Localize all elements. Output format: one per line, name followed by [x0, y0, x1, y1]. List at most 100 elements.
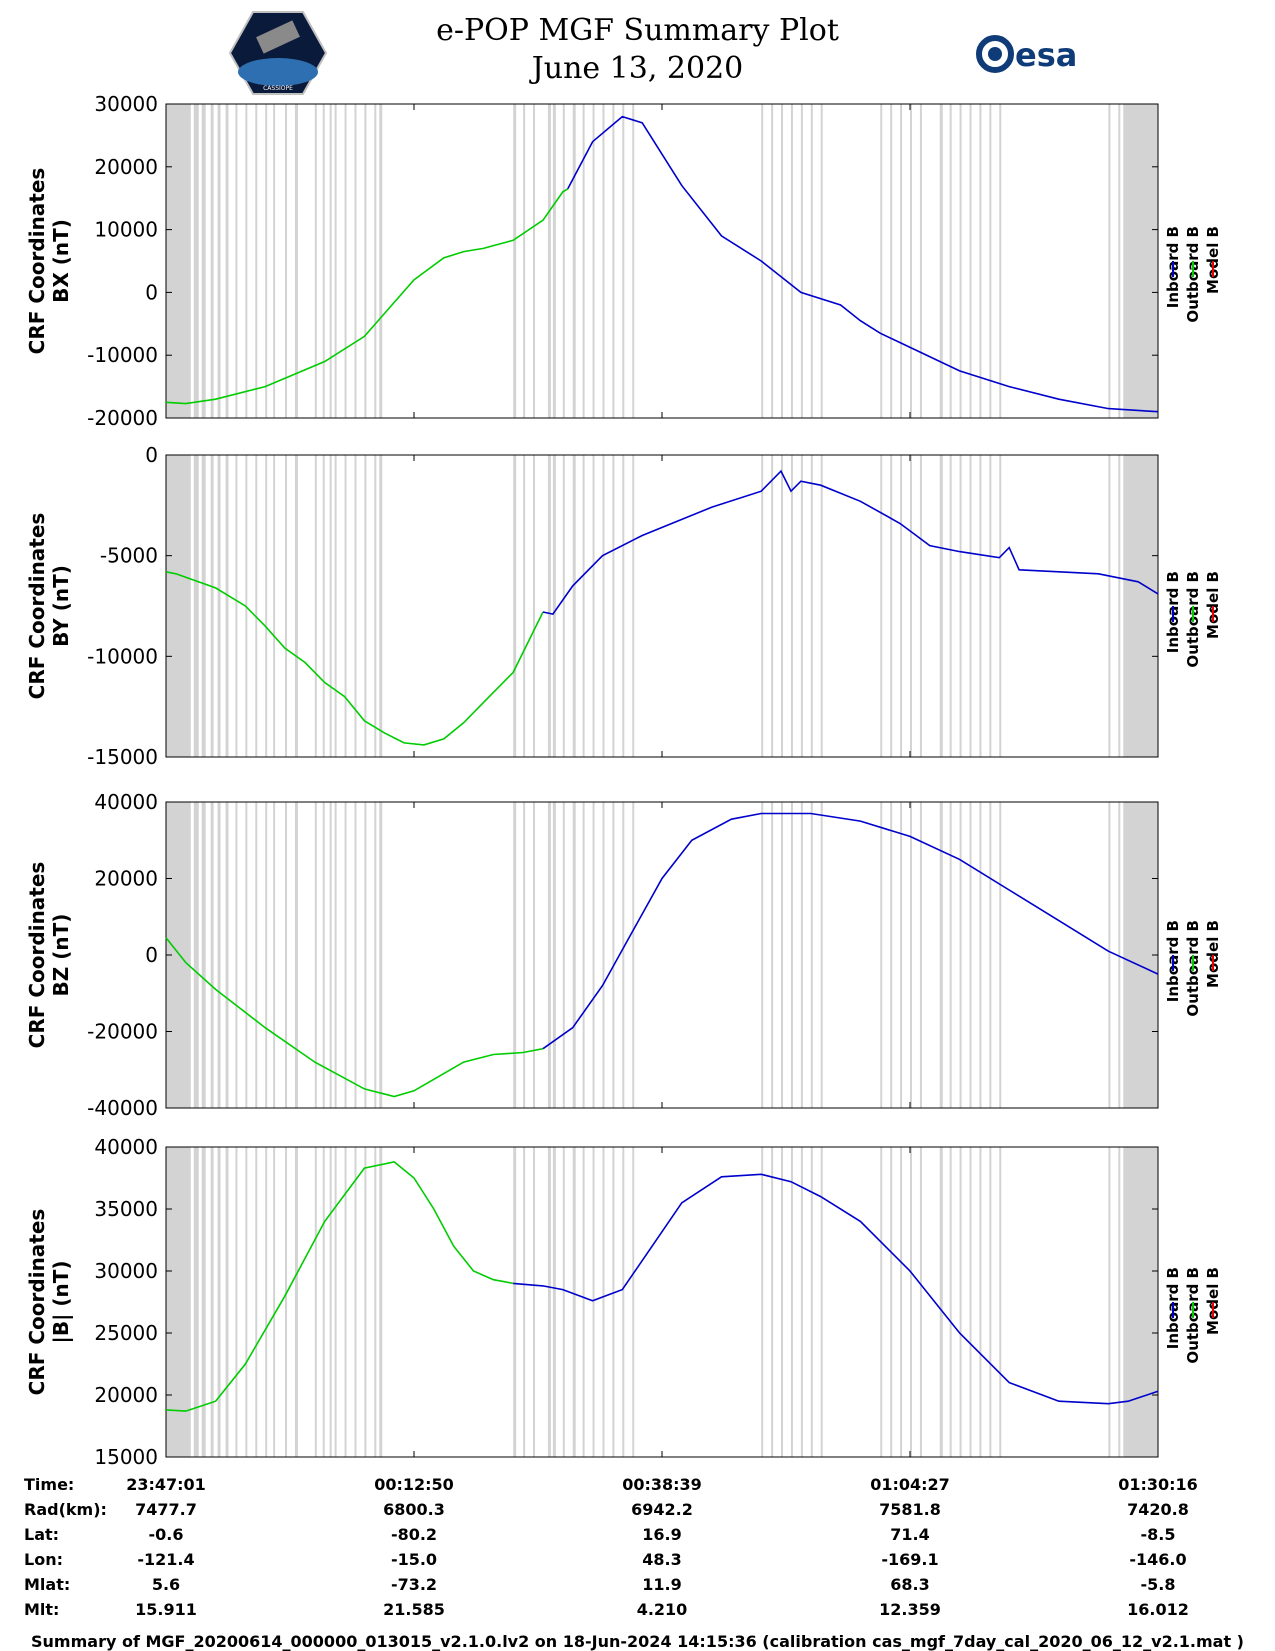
data-gap-band — [989, 802, 992, 1108]
data-gap-band — [547, 104, 551, 418]
data-gap-band — [582, 455, 585, 757]
data-gap-band — [245, 104, 248, 418]
data-gap-band — [612, 104, 615, 418]
data-gap-band — [910, 802, 912, 1108]
data-gap-band — [771, 802, 774, 1108]
data-gap-band — [999, 455, 1002, 757]
data-gap-band — [969, 455, 972, 757]
data-gap-band — [890, 802, 893, 1108]
data-gap-band — [273, 455, 276, 757]
data-gap-band — [255, 1147, 258, 1457]
data-gap-band — [265, 455, 268, 757]
data-gap-band — [294, 1147, 298, 1457]
data-gap-band — [166, 104, 191, 418]
y-tick-label: 30000 — [94, 1259, 158, 1283]
esa-logo: esa — [976, 35, 1077, 74]
data-gap-band — [285, 1147, 288, 1457]
table-cell: 15.911 — [135, 1600, 197, 1619]
data-gap-band — [612, 455, 615, 757]
data-gap-band — [602, 802, 605, 1108]
table-cell: 12.359 — [879, 1600, 941, 1619]
data-gap-band — [810, 455, 813, 757]
series-line-inboard-b — [567, 115, 1159, 413]
data-gap-band — [533, 104, 536, 418]
data-gap-band — [217, 104, 221, 418]
legend-label: Model B — [1204, 1267, 1222, 1335]
data-gap-band — [265, 104, 268, 418]
footer-caption: Summary of MGF_20200614_000000_013015_v2… — [31, 1632, 1244, 1651]
data-gap-band — [979, 1147, 982, 1457]
table-cell: 5.6 — [152, 1575, 180, 1594]
data-gap-band — [235, 455, 238, 757]
data-gap-band — [919, 1147, 922, 1457]
data-gap-band — [622, 1147, 625, 1457]
table-row-label: Time: — [24, 1475, 74, 1494]
legend: Inboard B Outboard B Model B — [1164, 1267, 1222, 1364]
data-gap-band — [1108, 1147, 1111, 1457]
data-gap-band — [329, 802, 332, 1108]
data-gap-band — [939, 104, 943, 418]
data-gap-band — [910, 455, 912, 757]
y-tick-label: 0 — [145, 280, 158, 304]
data-gap-band — [334, 104, 337, 418]
data-gap-band — [354, 1147, 357, 1457]
data-gap-band — [225, 1147, 229, 1457]
data-gap-band — [949, 455, 952, 757]
title-line-1: e-POP MGF Summary Plot — [436, 13, 839, 48]
data-gap-band — [900, 455, 903, 757]
y-tick-label: 20000 — [94, 155, 158, 179]
data-gap-band — [919, 455, 922, 757]
data-gap-band — [562, 455, 565, 757]
ephemeris-table: Time: 23:47:01 00:12:50 00:38:39 01:04:27 01:… — [24, 1475, 1198, 1619]
data-gap-band — [910, 104, 912, 418]
y-tick-label: -10000 — [87, 343, 158, 367]
title-line-2: June 13, 2020 — [531, 51, 744, 86]
data-gap-band — [379, 1147, 383, 1457]
series-line-inboard-b — [542, 812, 1159, 1050]
data-gap-band — [201, 455, 206, 757]
data-gap-band — [245, 1147, 248, 1457]
panel-bmag: 40000 35000 30000 25000 20000 15000 CRF Coordi… — [25, 1135, 1222, 1469]
y-axis-label: BY (nT) — [49, 565, 73, 647]
table-cell: -80.2 — [391, 1525, 437, 1544]
data-gap-band — [790, 455, 793, 757]
y-tick-label: 0 — [145, 443, 158, 467]
data-gap-band — [285, 104, 288, 418]
data-gap-band — [210, 1147, 214, 1457]
data-gap-bands — [166, 104, 1158, 418]
y-tick-label: -15000 — [87, 745, 158, 769]
data-gap-band — [880, 1147, 883, 1457]
data-gap-band — [622, 104, 625, 418]
data-gap-band — [552, 1147, 556, 1457]
y-tick-label: 35000 — [94, 1197, 158, 1221]
data-gap-band — [949, 802, 952, 1108]
data-gap-band — [979, 104, 982, 418]
series-line-outboard-b — [165, 1161, 514, 1412]
data-gap-band — [999, 104, 1002, 418]
data-gap-band — [217, 802, 221, 1108]
data-gap-band — [890, 104, 893, 418]
series-line-outboard-b — [165, 571, 544, 746]
data-gap-band — [761, 1147, 764, 1457]
y-tick-label: 20000 — [94, 867, 158, 891]
data-gap-band — [547, 455, 551, 757]
data-gap-band — [1108, 455, 1111, 757]
data-gap-bands — [166, 1147, 1158, 1457]
table-cell: 16.9 — [642, 1525, 681, 1544]
data-gap-band — [245, 802, 248, 1108]
data-gap-band — [552, 802, 556, 1108]
data-gap-band — [210, 455, 214, 757]
table-row-label: Lon: — [24, 1550, 63, 1569]
data-gap-band — [364, 104, 367, 418]
data-gap-band — [552, 104, 556, 418]
table-cell: 16.012 — [1127, 1600, 1189, 1619]
data-gap-band — [354, 104, 357, 418]
data-gap-band — [910, 1147, 912, 1457]
table-cell: -8.5 — [1141, 1525, 1176, 1544]
data-gap-band — [989, 1147, 992, 1457]
table-row-label: Mlat: — [24, 1575, 70, 1594]
data-gap-band — [329, 455, 332, 757]
series-line-outboard-b — [165, 188, 569, 405]
data-gap-band — [999, 802, 1002, 1108]
data-gap-band — [547, 802, 551, 1108]
